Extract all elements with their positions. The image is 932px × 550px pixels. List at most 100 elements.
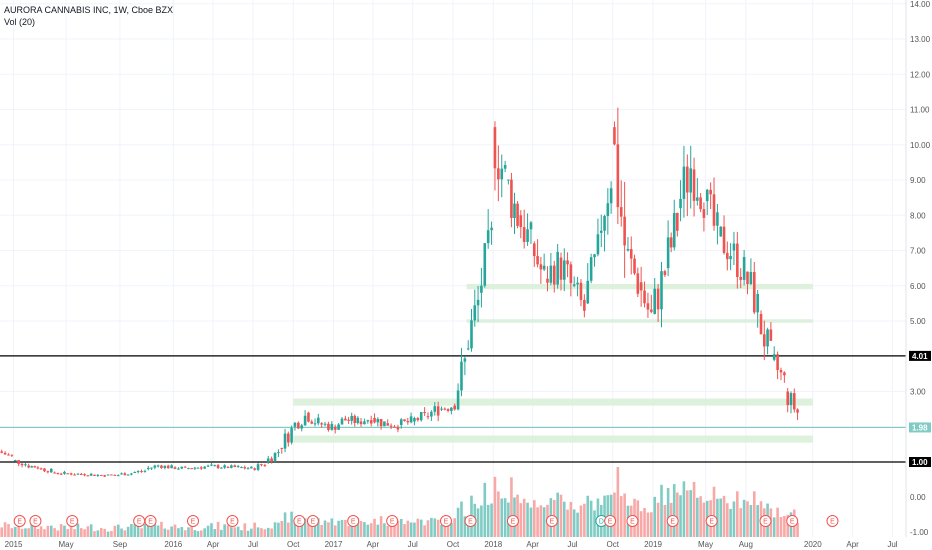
volume-bar [460, 501, 463, 537]
volume-bar [562, 501, 566, 537]
time-tick-label: Oct [447, 540, 460, 549]
earnings-marker-label: E [608, 519, 613, 526]
volume-bar [586, 495, 590, 537]
volume-bar [76, 523, 80, 537]
candle-body [46, 471, 50, 473]
volume-bar [79, 528, 83, 537]
candle-body [123, 473, 127, 476]
candle-body [39, 468, 43, 470]
candle-body [786, 391, 790, 406]
candle-body [150, 467, 153, 469]
candle-body [113, 474, 117, 476]
price-axis-bg [906, 0, 932, 550]
volume-bar [399, 518, 403, 537]
candle-body [283, 433, 287, 449]
earnings-marker [306, 515, 319, 527]
volume-label[interactable]: Vol (20) [4, 17, 36, 27]
candle-body [303, 415, 307, 426]
volume-bar [230, 527, 233, 537]
candle-body [399, 419, 403, 425]
volume-bar [246, 530, 250, 537]
volume-bar [476, 508, 480, 537]
candle-body [403, 419, 406, 422]
candle-body [293, 422, 297, 427]
price-tick-label: 13.00 [910, 35, 931, 44]
volume-bar [786, 514, 790, 537]
volume-bar [293, 519, 297, 537]
volume-bar [583, 503, 586, 537]
candle-body [69, 473, 73, 475]
candle-body [593, 254, 596, 258]
volume-bar [146, 524, 150, 537]
volume-bar [86, 526, 90, 537]
support-zone [293, 435, 813, 443]
candle-body [756, 293, 759, 313]
time-tick-label: May [59, 540, 74, 549]
candle-body [696, 197, 699, 201]
earnings-marker-label: E [468, 519, 473, 526]
candle-body [323, 423, 327, 425]
earnings-marker-label: E [790, 519, 795, 526]
candle-body [330, 423, 334, 430]
volume-bar [347, 526, 350, 537]
price-label-text: 1.00 [912, 458, 928, 467]
candle-body [513, 203, 516, 218]
volume-bar [250, 528, 253, 537]
support-zones [293, 283, 813, 443]
volume-bar [256, 527, 260, 537]
candle-body [203, 466, 206, 469]
candle-body [503, 164, 507, 169]
candle-body [769, 329, 773, 341]
volume-bar [450, 522, 453, 537]
candle-body [333, 426, 337, 430]
candle-body [36, 467, 40, 469]
volume-bar [170, 526, 173, 537]
volume-bar [56, 530, 60, 537]
volume-bar [39, 526, 43, 537]
volume-bar [253, 522, 256, 537]
time-tick-label: Oct [607, 540, 620, 549]
candle-body [440, 408, 443, 410]
price-label-box [909, 422, 931, 433]
candle-body [639, 282, 643, 291]
candle-body [486, 230, 490, 244]
time-axis[interactable]: 2015 May Sep 2016 Apr Jul Oct 2017 Apr Jul Oct 2018… [5, 540, 898, 549]
volume-bar [353, 517, 357, 537]
candle-body [463, 358, 467, 362]
candle-body [253, 468, 256, 470]
volume-bar [66, 529, 70, 537]
candle-body [490, 227, 493, 231]
candle-body [3, 452, 7, 455]
volume-bar [206, 525, 210, 537]
volume-bar [313, 523, 317, 537]
candle-body [359, 421, 363, 425]
volume-bar [426, 520, 430, 537]
candle-body [709, 189, 712, 195]
candle-body [792, 393, 796, 410]
earnings-marker [759, 515, 772, 527]
volume-bar [153, 523, 157, 537]
volume-bar [177, 528, 180, 537]
candle-body [789, 393, 793, 406]
earnings-marker-label: E [297, 519, 302, 526]
price-tick-label: 0.00 [910, 493, 926, 502]
candle-body [246, 468, 250, 470]
time-tick-label: Aug [739, 540, 753, 549]
volume-bar [749, 505, 753, 537]
candle-body [27, 465, 30, 468]
candle-body [136, 471, 140, 473]
candle-body [413, 418, 416, 422]
symbol-title[interactable]: AURORA CANNABIS INC, 1W, Cboe BZX [4, 5, 174, 15]
volume-bar [526, 502, 529, 537]
candle-body [240, 467, 243, 469]
candle-body [196, 467, 200, 469]
time-tick-label: Oct [287, 540, 300, 549]
volume-bar [416, 518, 420, 537]
earnings-marker-label: E [390, 519, 395, 526]
candle-body [183, 466, 187, 468]
earnings-marker-label: E [444, 519, 449, 526]
candle-body [559, 257, 563, 280]
volume-bar [0, 527, 3, 537]
earnings-marker [666, 515, 679, 527]
